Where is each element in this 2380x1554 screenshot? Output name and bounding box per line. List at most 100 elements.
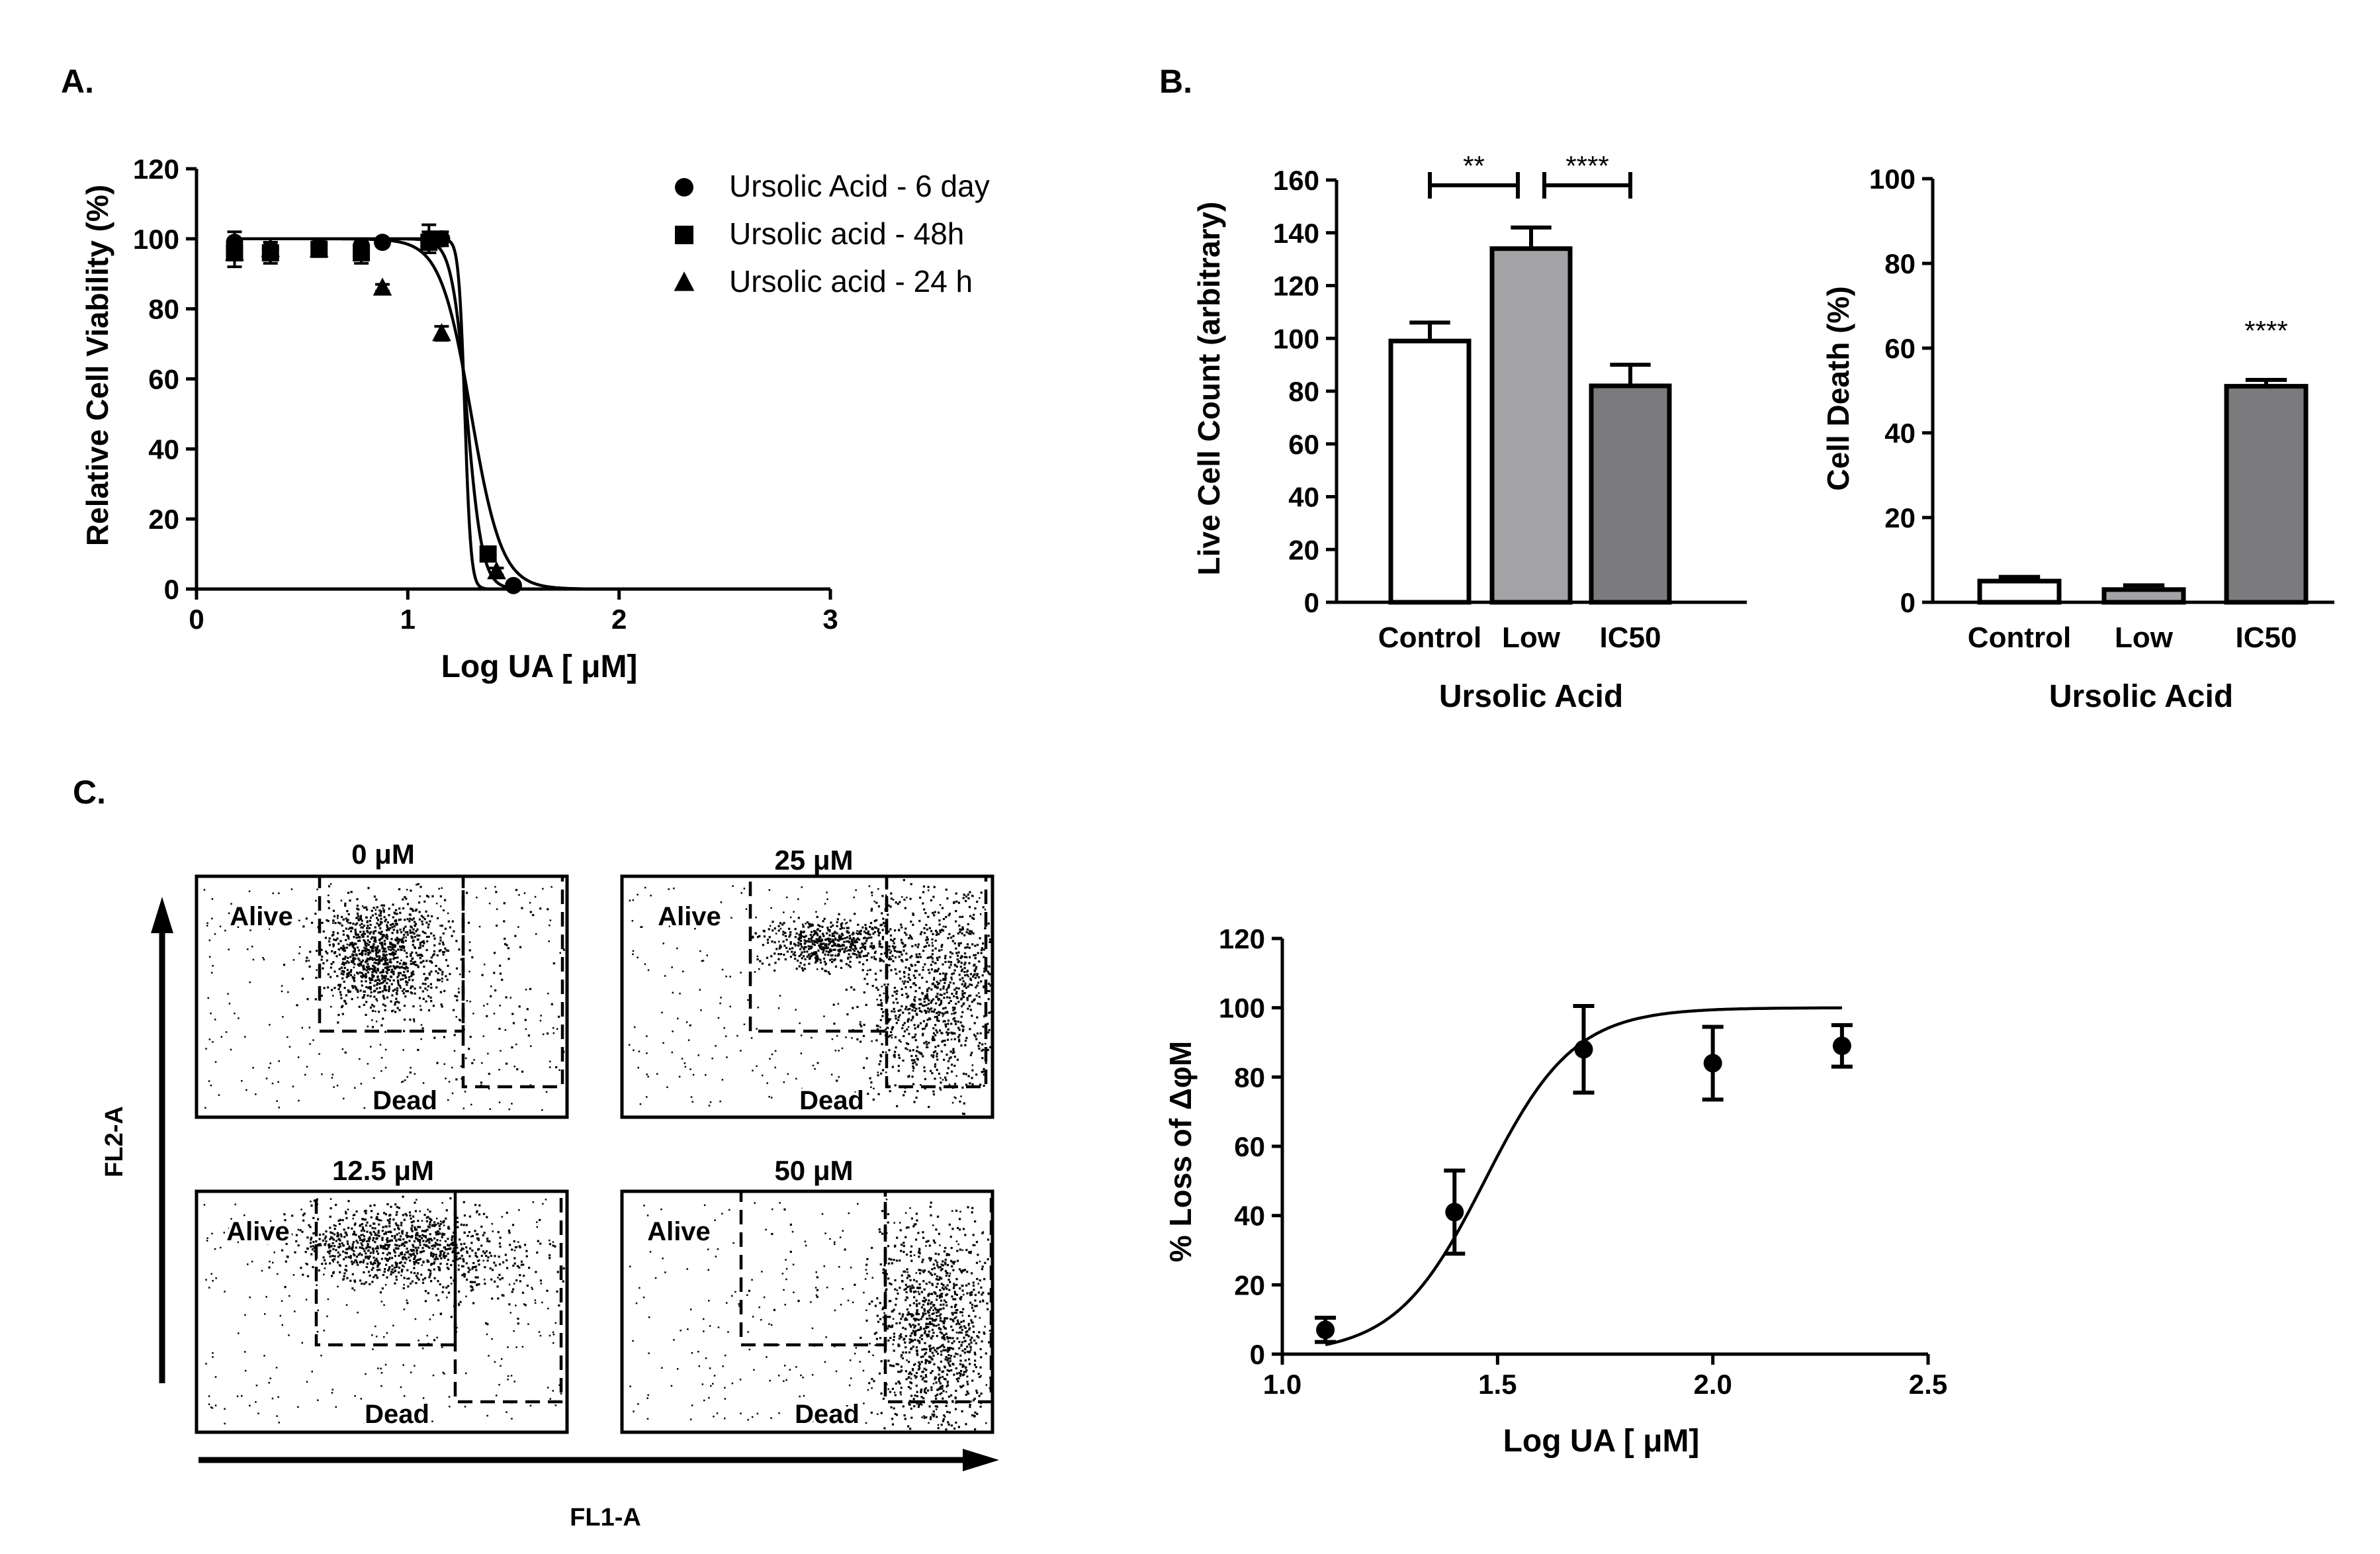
event-dot bbox=[861, 969, 864, 972]
event-dot bbox=[386, 982, 388, 985]
event-dot bbox=[382, 980, 385, 983]
event-dot bbox=[944, 1076, 947, 1079]
event-dot bbox=[905, 952, 908, 955]
event-dot bbox=[419, 1235, 421, 1238]
event-dot bbox=[966, 928, 969, 931]
event-dot bbox=[405, 990, 408, 993]
event-dot bbox=[349, 974, 353, 976]
event-dot bbox=[433, 1258, 436, 1261]
event-dot bbox=[840, 933, 844, 935]
event-dot bbox=[929, 1418, 932, 1420]
event-dot bbox=[980, 1286, 983, 1289]
event-dot bbox=[375, 1406, 377, 1408]
event-dot bbox=[418, 997, 421, 999]
event-dot bbox=[406, 1277, 408, 1280]
event-dot bbox=[417, 1258, 419, 1261]
event-dot bbox=[352, 1241, 355, 1244]
event-dot bbox=[458, 987, 460, 990]
event-dot bbox=[914, 990, 917, 993]
event-dot bbox=[930, 1010, 934, 1013]
event-dot bbox=[277, 1081, 279, 1083]
event-dot bbox=[394, 1244, 397, 1246]
event-dot bbox=[465, 1295, 467, 1298]
event-dot bbox=[531, 1288, 533, 1291]
event-dot bbox=[423, 1277, 427, 1279]
event-dot bbox=[948, 1083, 951, 1085]
event-dot bbox=[847, 927, 850, 929]
event-dot bbox=[947, 1347, 949, 1349]
event-dot bbox=[418, 1238, 420, 1241]
event-dot bbox=[330, 976, 332, 978]
event-dot bbox=[255, 1385, 258, 1387]
event-dot bbox=[469, 1281, 472, 1283]
event-dot bbox=[899, 1391, 902, 1394]
event-dot bbox=[381, 935, 384, 938]
event-dot bbox=[632, 953, 634, 955]
event-dot bbox=[396, 987, 398, 989]
event-dot bbox=[873, 900, 875, 903]
event-dot bbox=[924, 1077, 926, 1081]
event-dot bbox=[369, 951, 372, 954]
event-dot bbox=[909, 1004, 912, 1007]
event-dot bbox=[365, 948, 368, 950]
event-dot bbox=[376, 987, 378, 990]
event-dot bbox=[824, 953, 826, 956]
event-dot bbox=[382, 1252, 384, 1254]
event-dot bbox=[373, 962, 376, 964]
event-dot bbox=[218, 1094, 220, 1096]
event-dot bbox=[384, 980, 386, 982]
event-dot bbox=[506, 1259, 508, 1261]
event-dot bbox=[719, 1100, 721, 1103]
event-dot bbox=[370, 946, 373, 948]
event-dot bbox=[416, 1234, 419, 1236]
event-dot bbox=[862, 955, 865, 958]
event-dot bbox=[915, 970, 918, 972]
event-dot bbox=[925, 938, 928, 941]
event-dot bbox=[898, 1056, 901, 1059]
event-dot bbox=[354, 942, 357, 945]
event-dot bbox=[803, 946, 806, 948]
event-dot bbox=[893, 1339, 895, 1342]
event-dot bbox=[948, 1411, 951, 1414]
event-dot bbox=[923, 1070, 926, 1072]
event-dot bbox=[899, 1287, 901, 1289]
event-dot bbox=[400, 1244, 403, 1246]
event-dot bbox=[945, 916, 948, 919]
event-dot bbox=[939, 929, 942, 932]
event-dot bbox=[526, 1008, 529, 1011]
event-dot bbox=[769, 1058, 771, 1060]
event-dot bbox=[382, 1245, 384, 1248]
event-dot bbox=[411, 1230, 414, 1232]
event-dot bbox=[912, 1314, 914, 1317]
event-dot bbox=[419, 944, 421, 946]
event-dot bbox=[880, 1392, 883, 1395]
event-dot bbox=[327, 1250, 330, 1253]
event-dot bbox=[345, 927, 348, 930]
event-dot bbox=[394, 1222, 397, 1225]
event-dot bbox=[435, 1233, 438, 1236]
event-dot bbox=[353, 985, 356, 987]
event-dot bbox=[799, 932, 802, 935]
event-dot bbox=[879, 1003, 882, 1007]
event-dot bbox=[904, 1008, 907, 1011]
event-dot bbox=[950, 1031, 953, 1034]
event-dot bbox=[388, 989, 390, 993]
event-dot bbox=[872, 933, 875, 935]
event-dot bbox=[422, 1260, 425, 1263]
event-dot bbox=[361, 984, 363, 987]
event-dot bbox=[562, 1267, 565, 1270]
event-dot bbox=[925, 1380, 928, 1383]
event-dot bbox=[324, 1244, 326, 1246]
event-dot bbox=[353, 1250, 355, 1252]
event-dot bbox=[281, 1249, 284, 1252]
event-dot bbox=[374, 1274, 376, 1277]
event-dot bbox=[454, 995, 457, 997]
event-dot bbox=[920, 1355, 922, 1358]
event-dot bbox=[906, 1277, 908, 1279]
event-dot bbox=[920, 1053, 923, 1056]
event-dot bbox=[361, 952, 363, 954]
event-dot bbox=[416, 1277, 419, 1279]
event-dot bbox=[384, 959, 386, 962]
event-dot bbox=[911, 1017, 914, 1019]
event-dot bbox=[506, 1411, 507, 1413]
